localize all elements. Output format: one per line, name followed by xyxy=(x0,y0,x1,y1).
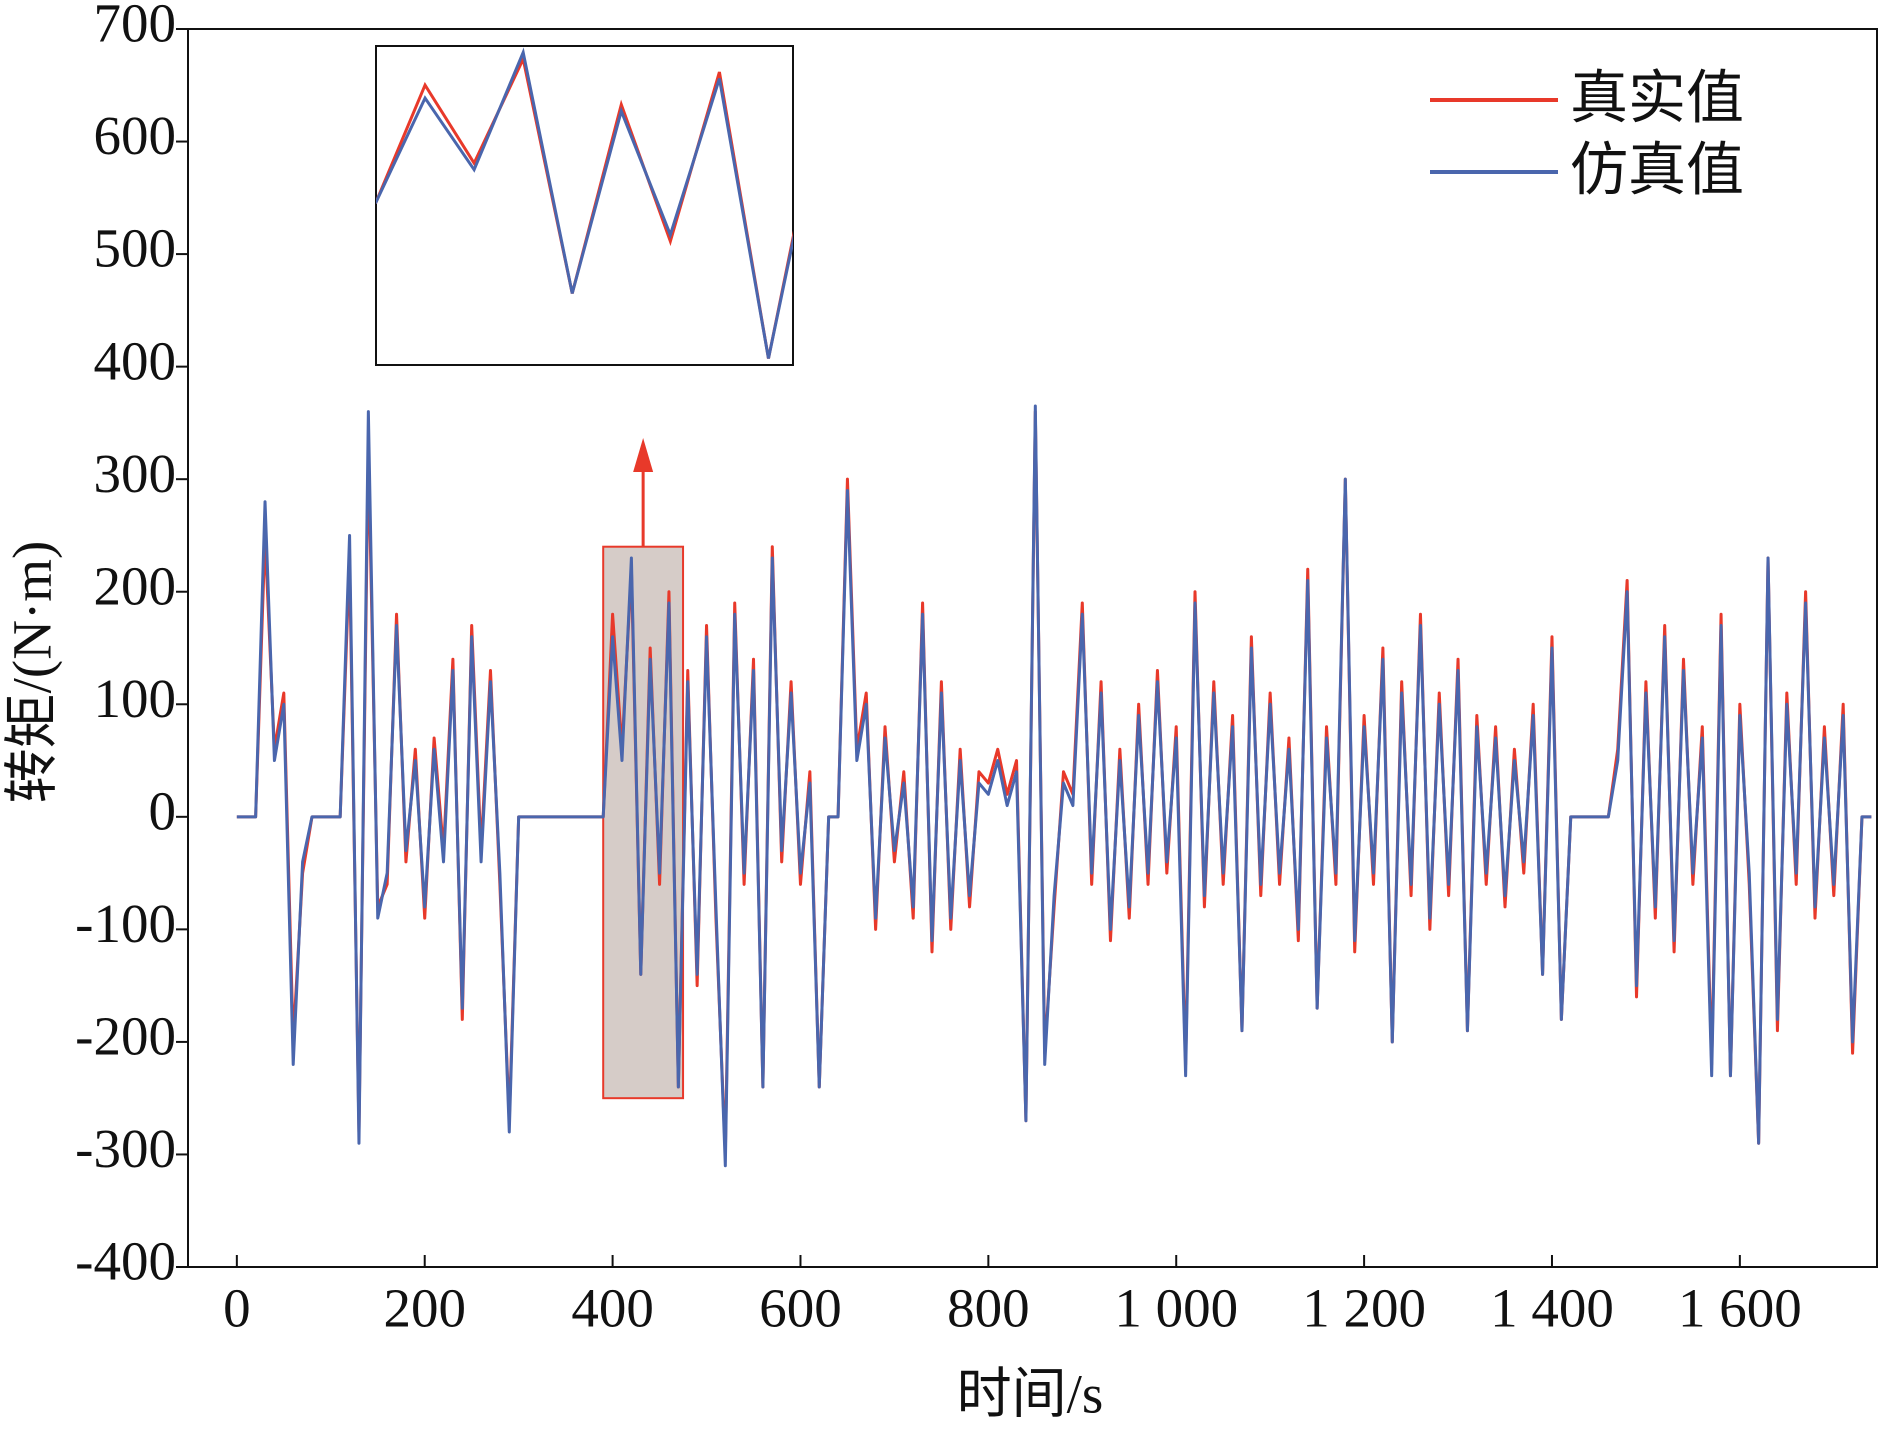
y-tick-label: -300 xyxy=(75,1118,176,1179)
y-tick-label: 200 xyxy=(94,555,177,616)
y-tick-label: 500 xyxy=(94,218,177,279)
series-line xyxy=(236,410,1872,1156)
y-tick-label: 600 xyxy=(94,105,177,166)
x-tick-label: 800 xyxy=(947,1278,1030,1339)
y-axis-label: 转矩/(N·m) xyxy=(2,541,63,804)
y-tick-label: 400 xyxy=(94,330,177,391)
y-tick-label: -100 xyxy=(75,893,176,954)
arrow-head xyxy=(633,438,654,472)
x-tick-label: 400 xyxy=(571,1278,654,1339)
y-tick-label: -400 xyxy=(75,1231,176,1292)
x-tick-label: 0 xyxy=(223,1278,251,1339)
y-tick-label: -200 xyxy=(75,1006,176,1067)
y-tick-label: 0 xyxy=(149,780,177,841)
y-tick-label: 300 xyxy=(94,443,177,504)
x-tick-label: 200 xyxy=(383,1278,466,1339)
plot-frame xyxy=(187,28,1878,1268)
x-tick-label: 1 600 xyxy=(1678,1278,1802,1339)
y-tick-label: 700 xyxy=(94,0,177,54)
legend-label: 仿真值 xyxy=(1570,137,1744,202)
x-tick-label: 1 400 xyxy=(1490,1278,1614,1339)
legend-label: 真实值 xyxy=(1570,65,1744,130)
y-tick-label: 100 xyxy=(94,668,177,729)
x-axis-label: 时间/s xyxy=(957,1364,1104,1425)
x-tick-label: 1 000 xyxy=(1114,1278,1238,1339)
x-tick-label: 600 xyxy=(759,1278,842,1339)
x-tick-label: 1 200 xyxy=(1302,1278,1426,1339)
inset-frame xyxy=(375,45,794,366)
series-line xyxy=(236,404,1872,1168)
